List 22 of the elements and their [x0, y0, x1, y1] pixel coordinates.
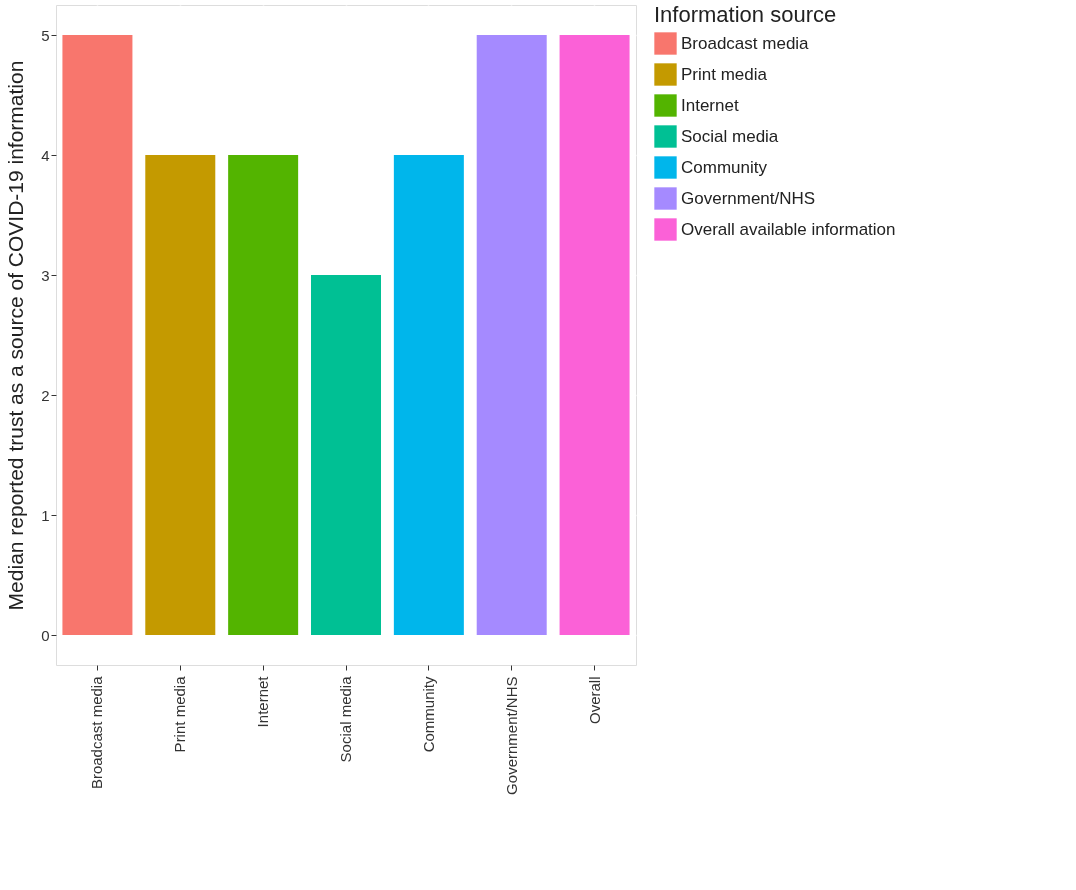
legend-label: Social media [681, 126, 779, 146]
x-tick-label: Government/NHS [502, 676, 520, 795]
y-tick-label: 1 [41, 506, 50, 524]
legend-title: Information source [654, 2, 837, 27]
legend-label: Print media [681, 64, 768, 84]
y-axis-title: Median reported trust as a source of COVID-19 information [4, 60, 28, 611]
y-tick-label: 4 [41, 146, 50, 164]
legend-label: Community [681, 157, 768, 177]
y-tick-label: 3 [41, 266, 50, 284]
x-tick-label: Community [419, 676, 437, 753]
y-tick-label: 0 [41, 626, 50, 644]
legend-label: Overall available information [681, 219, 896, 239]
legend-label: Government/NHS [681, 188, 816, 208]
x-tick-label: Overall [585, 676, 603, 725]
x-tick-label: Internet [254, 675, 272, 728]
x-tick-label: Print media [171, 675, 189, 753]
x-tick-label: Broadcast media [88, 675, 106, 790]
legend-label: Broadcast media [681, 33, 810, 53]
legend-label: Internet [681, 95, 739, 115]
y-tick-label: 2 [41, 386, 50, 404]
x-tick-label: Social media [337, 675, 354, 763]
y-tick-label: 5 [41, 26, 50, 44]
